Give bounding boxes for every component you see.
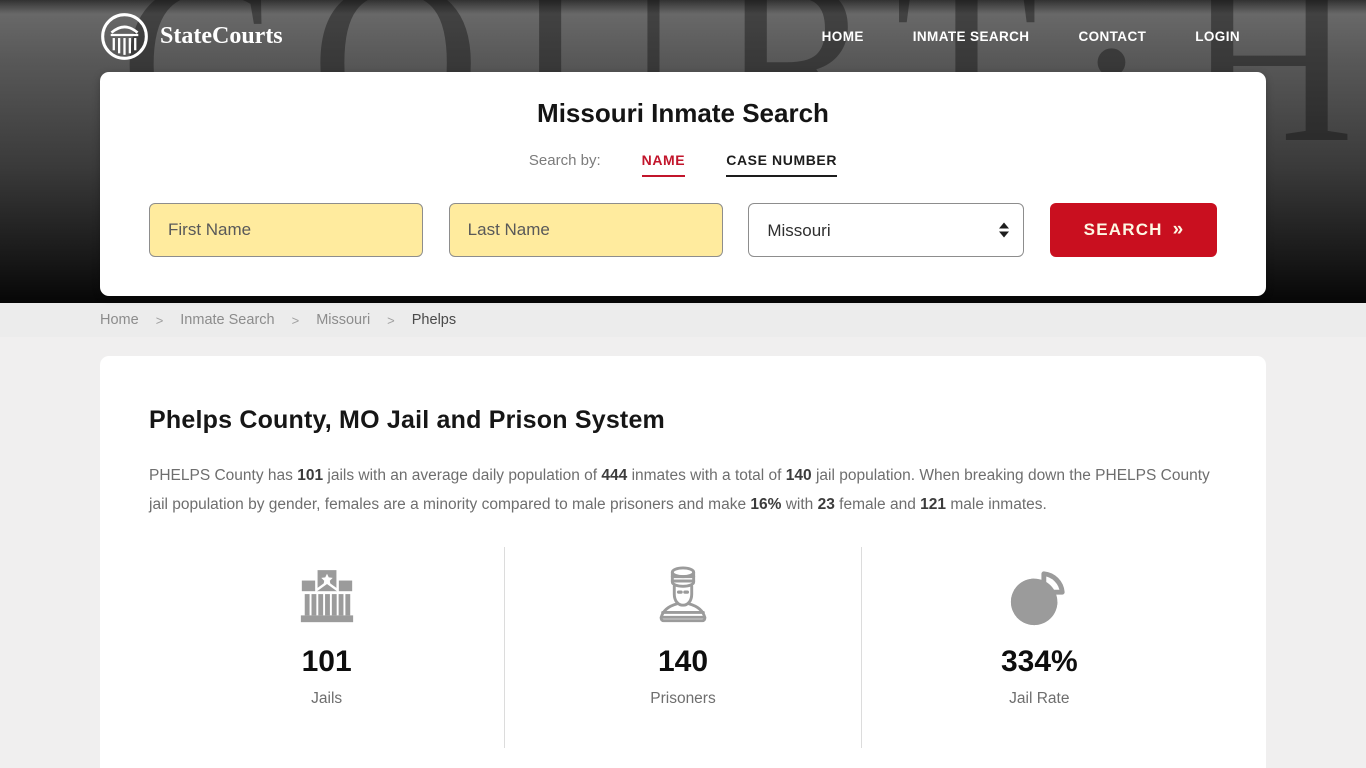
stats-row: 101 Jails 140 Prisoners [149, 547, 1217, 748]
double-chevron-right-icon: » [1172, 219, 1184, 240]
tab-case-number[interactable]: CASE NUMBER [726, 152, 838, 177]
pie-chart-icon [862, 563, 1217, 627]
breadcrumb-missouri[interactable]: Missouri [316, 312, 371, 328]
stat-jail-rate-label: Jail Rate [1009, 690, 1070, 707]
stat-jails: 101 Jails [149, 547, 504, 748]
page-title: Phelps County, MO Jail and Prison System [149, 406, 665, 434]
nav-item-contact[interactable]: CONTACT [1078, 28, 1147, 44]
nav-item-inmate-search[interactable]: INMATE SEARCH [912, 28, 1030, 44]
stat-jail-rate: 334% Jail Rate [862, 547, 1217, 748]
breadcrumb-inmate-search[interactable]: Inmate Search [180, 312, 275, 328]
stat-prisoners-value: 140 [657, 645, 709, 678]
search-button[interactable]: SEARCH » [1049, 203, 1217, 257]
last-name-input[interactable] [448, 203, 723, 257]
state-select-wrap: Missouri [748, 203, 1025, 257]
stat-jails-label: Jails [311, 690, 343, 707]
tab-name[interactable]: NAME [641, 152, 686, 177]
search-card-title: Missouri Inmate Search [537, 98, 829, 128]
navbar: StateCourts HOME INMATE SEARCH CONTACT L… [0, 0, 1366, 72]
stat-jails-value: 101 [301, 645, 352, 678]
breadcrumb: Home > Inmate Search > Missouri > Phelps [0, 303, 1366, 337]
courthouse-logo-icon [100, 12, 149, 61]
brand-logo[interactable]: StateCourts [100, 12, 283, 61]
breadcrumb-separator: > [155, 312, 164, 328]
county-summary-paragraph: PHELPS County has 101 jails with an aver… [149, 467, 1210, 513]
state-select[interactable]: Missouri [748, 203, 1025, 257]
search-by-label: Search by: [528, 152, 601, 169]
search-button-label: SEARCH [1083, 220, 1163, 239]
breadcrumb-separator: > [291, 312, 300, 328]
breadcrumb-separator: > [387, 312, 395, 328]
county-content-card: Phelps County, MO Jail and Prison System… [100, 356, 1266, 768]
nav-item-login[interactable]: LOGIN [1195, 28, 1240, 44]
stat-prisoners: 140 Prisoners [504, 547, 862, 748]
jail-building-icon [149, 563, 504, 627]
stat-prisoners-label: Prisoners [650, 690, 716, 707]
brand-name: StateCourts [160, 22, 283, 49]
prisoner-icon [505, 563, 860, 627]
nav-menu: HOME INMATE SEARCH CONTACT LOGIN [822, 29, 1240, 44]
breadcrumb-phelps-current: Phelps [411, 312, 457, 328]
inmate-search-card: Missouri Inmate Search Search by: NAME C… [100, 72, 1266, 296]
stat-jail-rate-value: 334% [1000, 645, 1078, 678]
first-name-input[interactable] [149, 203, 423, 257]
breadcrumb-home[interactable]: Home [100, 312, 139, 328]
search-tabs: Search by: NAME CASE NUMBER [100, 152, 1266, 177]
nav-item-home[interactable]: HOME [821, 28, 864, 44]
search-form: Missouri SEARCH » [149, 203, 1217, 257]
